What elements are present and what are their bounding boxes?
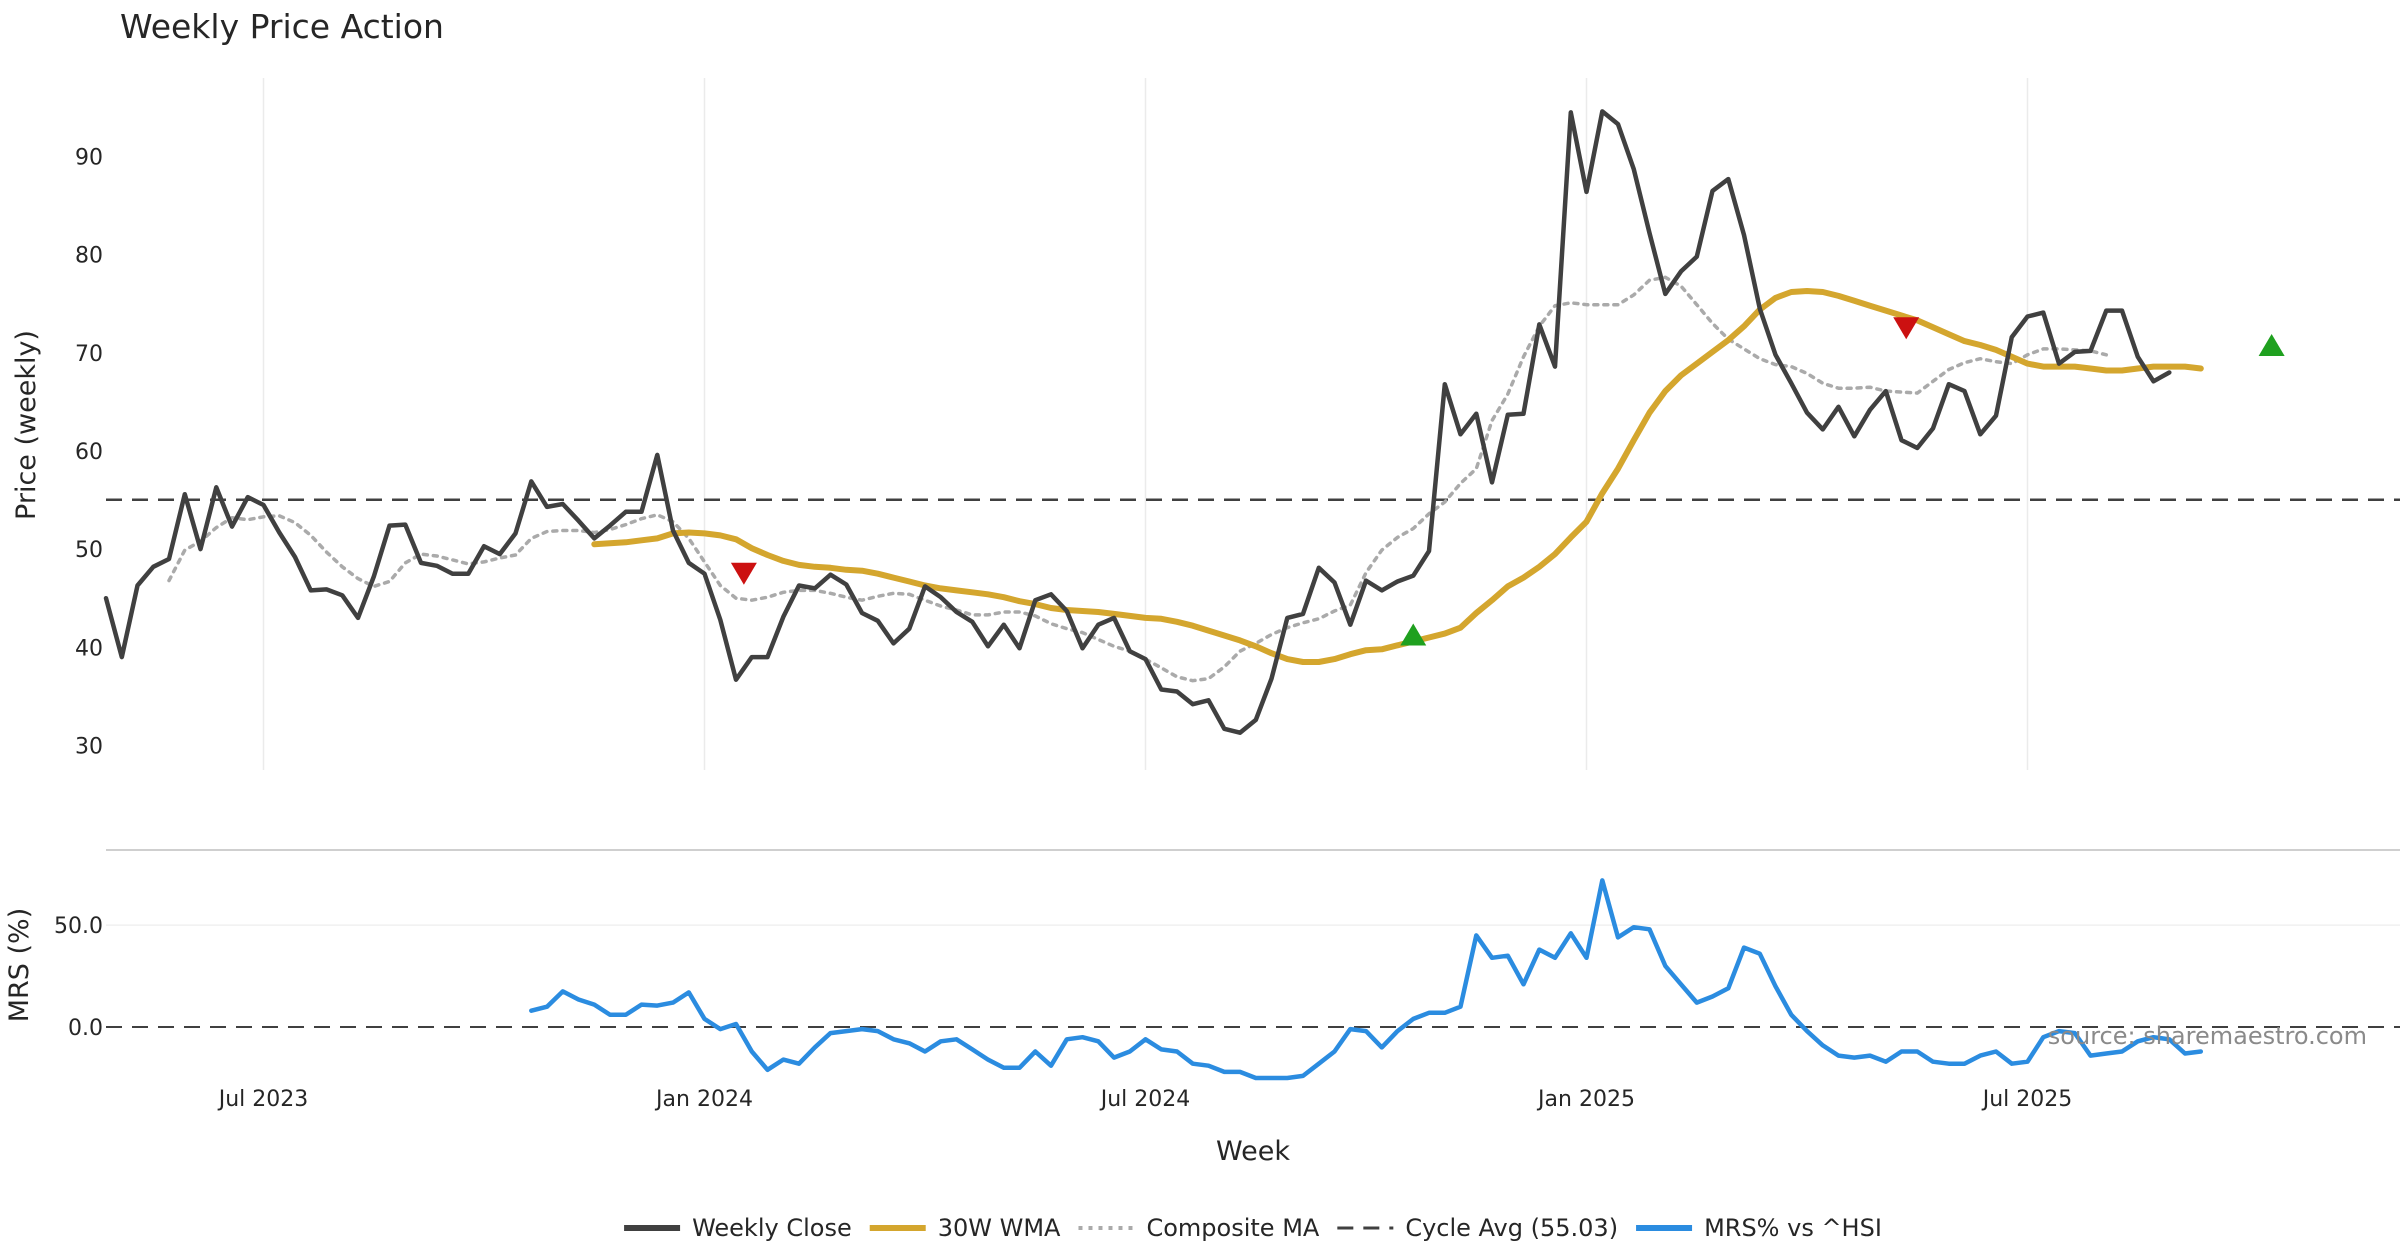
legend-entry-weekly-close: Weekly Close (624, 1214, 852, 1242)
mrs-y-tick-50-0: 50.0 (54, 914, 103, 939)
buy-signal-marker-4 (2258, 333, 2285, 356)
x-tick-jul-2025: Jul 2025 (1981, 1087, 2073, 1112)
price-y-tick-50: 50 (75, 538, 103, 563)
legend-label-weekly-close: Weekly Close (692, 1214, 852, 1242)
mrs-vs-hsi-line (529, 878, 2204, 1081)
chart-title: Weekly Price Action (120, 7, 444, 46)
composite-ma-line (167, 275, 2109, 683)
source-label: source: sharemaestro.com (2048, 1022, 2367, 1050)
weekly-close-line (103, 109, 2172, 735)
price-y-tick-60: 60 (75, 440, 103, 465)
legend-entry-mrs-vs-hsi: MRS% vs ^HSI (1636, 1214, 1882, 1242)
buy-signal-marker-2 (1400, 623, 1427, 646)
x-axis-title: Week (1216, 1136, 1290, 1167)
sell-signal-marker-3 (1893, 317, 1920, 340)
price-series-group (103, 109, 2204, 735)
mrs-y-tick-0-0: 0.0 (68, 1016, 103, 1041)
price-y-tick-90: 90 (75, 146, 103, 171)
x-tick-jan-2024: Jan 2024 (654, 1087, 753, 1112)
price-y-ticks: 30 40 50 60 70 80 90 (75, 146, 103, 760)
price-y-axis-title: Price (weekly) (11, 330, 42, 520)
mrs-y-axis-title: MRS (%) (4, 908, 35, 1023)
mrs-panel: 50.0 0.0 MRS (%) source: sharemaestro.com (4, 878, 2400, 1081)
legend-entry-30w-wma: 30W WMA (869, 1214, 1061, 1242)
30w-wma-line (591, 288, 2204, 665)
x-tick-jan-2025: Jan 2025 (1536, 1087, 1635, 1112)
price-y-tick-80: 80 (75, 244, 103, 269)
legend-label-composite-ma: Composite MA (1146, 1214, 1319, 1242)
x-tick-jul-2023: Jul 2023 (217, 1087, 309, 1112)
legend-entry-cycle-avg-55-03: Cycle Avg (55.03) (1337, 1214, 1618, 1242)
legend-label-cycle-avg-55-03: Cycle Avg (55.03) (1405, 1214, 1618, 1242)
sell-signal-marker-1 (730, 562, 757, 585)
x-tick-jul-2024: Jul 2024 (1099, 1087, 1191, 1112)
mrs-y-ticks: 50.0 0.0 (54, 914, 103, 1041)
price-panel: 30 40 50 60 70 80 90 Price (weekly) (11, 78, 2400, 770)
x-tick-labels: Jul 2023 Jan 2024 Jul 2024 Jan 2025 Jul 2025 (217, 1087, 2073, 1112)
mrs-series-group (529, 878, 2204, 1081)
price-y-tick-40: 40 (75, 636, 103, 661)
legend-label-30w-wma: 30W WMA (938, 1214, 1061, 1242)
legend: Weekly Close 30W WMA Composite MA Cycle Avg… (624, 1214, 1882, 1242)
price-y-tick-70: 70 (75, 342, 103, 367)
legend-entry-composite-ma: Composite MA (1078, 1214, 1320, 1242)
price-y-tick-30: 30 (75, 734, 103, 759)
signal-markers (730, 317, 2285, 646)
legend-label-mrs-vs-hsi: MRS% vs ^HSI (1704, 1214, 1882, 1242)
price-gridlines (262, 78, 2029, 770)
